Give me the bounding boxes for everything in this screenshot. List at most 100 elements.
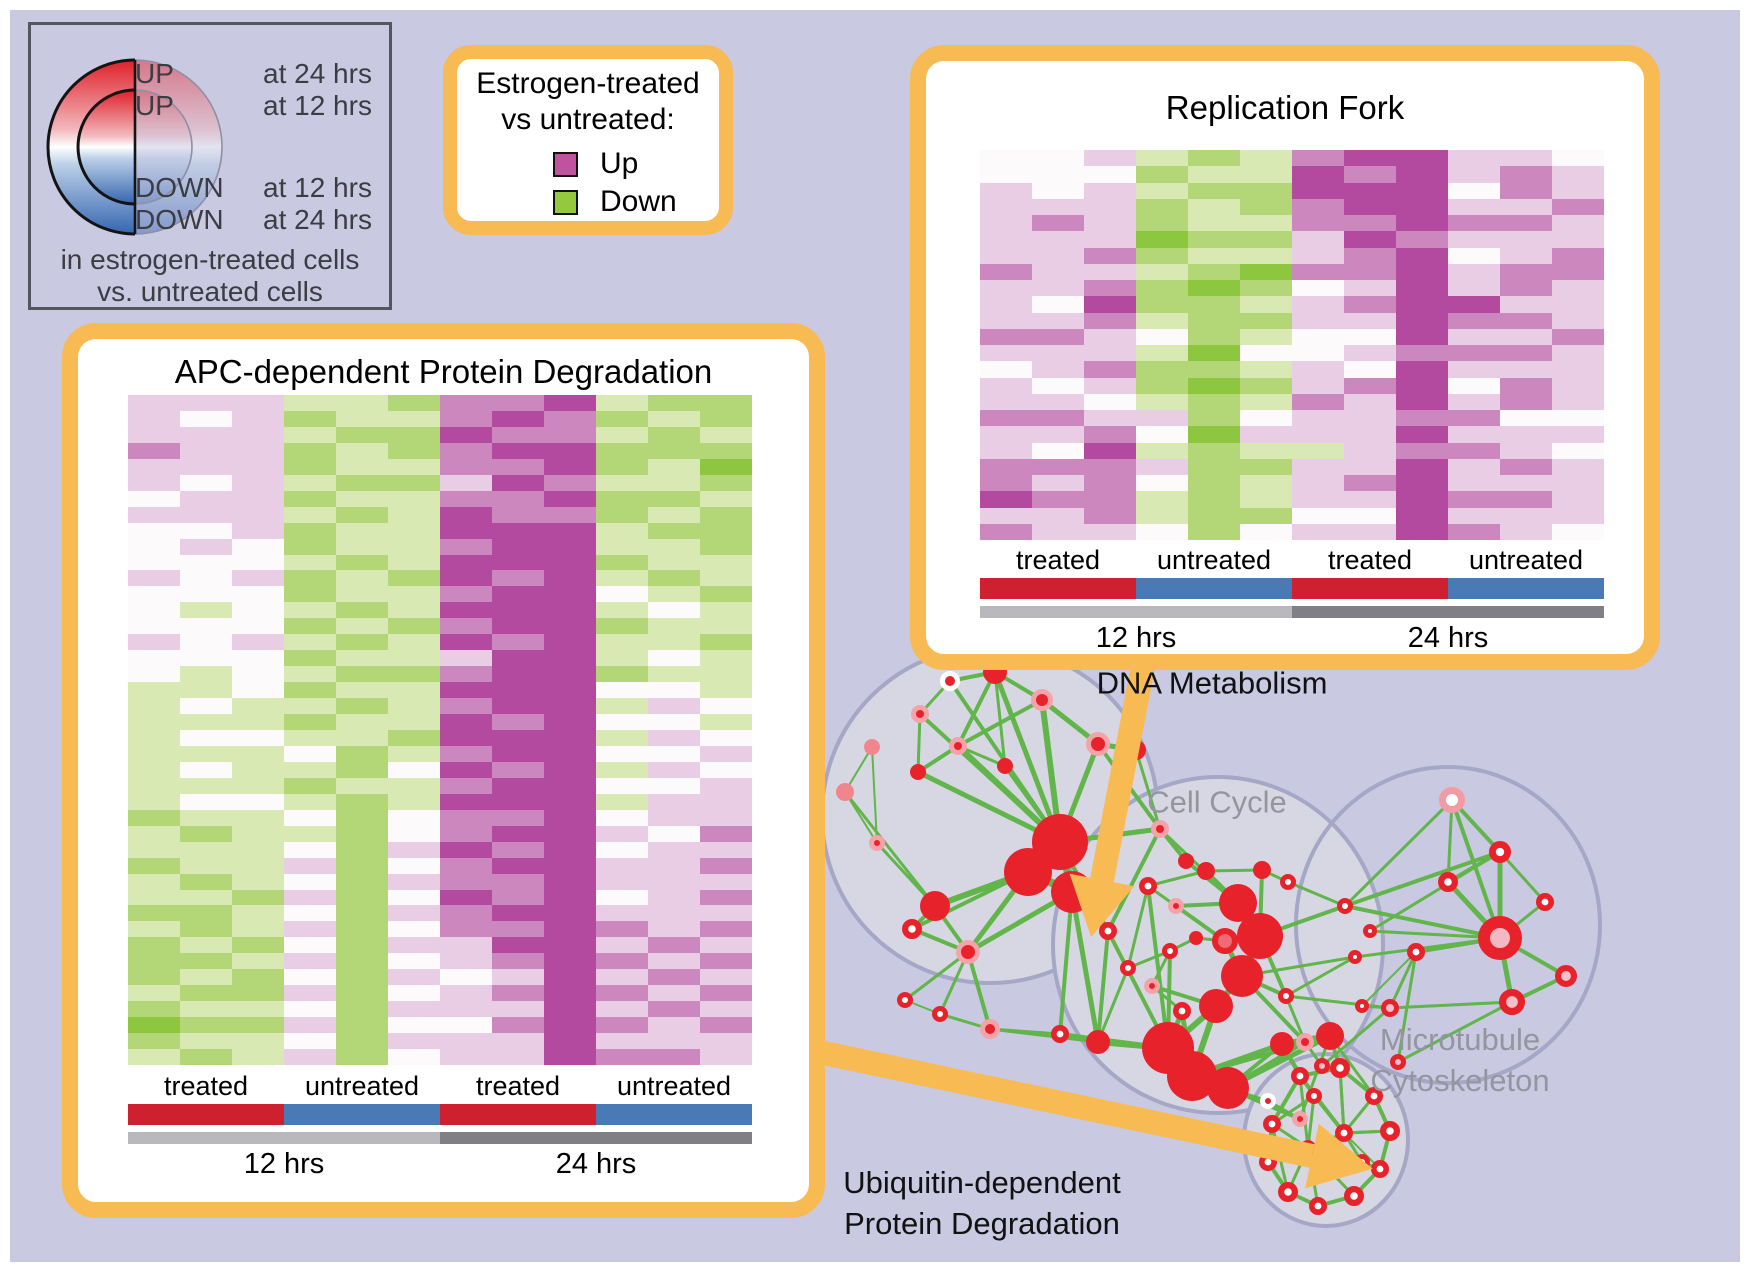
heatmap-cell xyxy=(128,634,180,651)
heatmap-cell xyxy=(180,634,232,651)
heatmap-cell xyxy=(336,698,388,715)
heatmap-cell xyxy=(980,198,1032,215)
heatmap-cell xyxy=(336,745,388,762)
heatmap-cell xyxy=(1084,182,1136,199)
heatmap-cell xyxy=(492,953,544,970)
heatmap-cell xyxy=(1396,475,1448,492)
down-color-swatch xyxy=(553,189,578,215)
heatmap-cell xyxy=(1552,475,1604,492)
heatmap-cell xyxy=(1448,215,1500,232)
heatmap-cell xyxy=(336,889,388,906)
heatmap-cell xyxy=(336,538,388,555)
heatmap-cell xyxy=(440,410,492,427)
heatmap-cell xyxy=(648,809,700,826)
heatmap-cell xyxy=(232,905,284,922)
heatmap-cell xyxy=(1448,475,1500,492)
heatmap-cell xyxy=(596,730,648,746)
heatmap-cell xyxy=(1344,523,1396,540)
group-label: treated xyxy=(1327,545,1413,575)
heatmap-cell xyxy=(388,730,440,746)
heatmap-cell xyxy=(180,1001,232,1018)
heatmap-cell xyxy=(544,698,596,715)
heatmap-cell xyxy=(284,698,336,715)
heatmap-cell xyxy=(596,857,648,874)
heatmap-cell xyxy=(336,793,388,810)
heatmap-cell xyxy=(1500,393,1552,410)
heatmap-cell xyxy=(544,458,596,475)
heatmap-cell xyxy=(128,889,180,906)
heatmap-cell xyxy=(980,523,1032,540)
heatmap-cell xyxy=(1552,182,1604,199)
heatmap-cell xyxy=(544,506,596,523)
heatmap-cell xyxy=(128,985,180,1002)
heatmap-cell xyxy=(1396,182,1448,199)
heatmap-cell xyxy=(1188,507,1240,524)
heatmap-cell xyxy=(1500,345,1552,362)
heatmap-cell xyxy=(544,745,596,762)
heatmap-cell xyxy=(980,215,1032,232)
heatmap-cell xyxy=(1396,263,1448,280)
heatmap-cell xyxy=(440,825,492,842)
heatmap-cell xyxy=(1084,475,1136,492)
heatmap-cell xyxy=(388,825,440,842)
heatmap-cell xyxy=(492,650,544,667)
heatmap-cell xyxy=(128,841,180,858)
heatmap-cell xyxy=(388,506,440,523)
heatmap-cell xyxy=(544,634,596,651)
heatmap-cell xyxy=(492,1017,544,1034)
heatmap-cell xyxy=(980,426,1032,443)
heatmap-cell xyxy=(232,490,284,507)
heatmap-cell xyxy=(232,889,284,906)
heatmap-cell xyxy=(596,650,648,667)
group-label: untreated xyxy=(304,1071,420,1101)
heatmap-cell xyxy=(648,666,700,683)
heatmap-cell xyxy=(596,570,648,587)
group-color-bar xyxy=(440,1104,596,1125)
heatmap-cell xyxy=(700,570,752,587)
heatmap-cell xyxy=(1240,491,1292,508)
heatmap-cell xyxy=(648,841,700,858)
heatmap-cell xyxy=(1292,345,1344,362)
heatmap-cell xyxy=(1240,475,1292,492)
heatmap-cell xyxy=(128,442,180,459)
legend-word: DOWN xyxy=(135,172,224,203)
heatmap-cell xyxy=(284,1017,336,1034)
heatmap-cell xyxy=(596,442,648,459)
heatmap-cell xyxy=(1448,523,1500,540)
heatmap-cell xyxy=(232,602,284,619)
heatmap-cell xyxy=(596,698,648,715)
heatmap-cell xyxy=(1240,166,1292,183)
heatmap-cell xyxy=(1084,231,1136,248)
heatmap-cell xyxy=(284,761,336,778)
heatmap-cell xyxy=(180,953,232,970)
time-label: 24 hrs xyxy=(555,1148,637,1180)
heatmap-cell xyxy=(388,682,440,699)
apc-footer: treated untreated treated untreated 12 hrs 24… xyxy=(128,1071,752,1180)
heatmap-cell xyxy=(128,730,180,746)
heatmap-cell xyxy=(544,586,596,603)
heatmap-cell xyxy=(284,953,336,970)
heatmap-cell xyxy=(648,395,700,411)
heatmap-cell xyxy=(492,554,544,571)
heatmap-cell xyxy=(1552,247,1604,264)
heatmap-cell xyxy=(648,953,700,970)
heatmap-cell xyxy=(1188,361,1240,378)
heatmap-cell xyxy=(1396,345,1448,362)
heatmap-cell xyxy=(284,905,336,922)
heatmap-cell xyxy=(980,458,1032,475)
heatmap-cell xyxy=(648,442,700,459)
heatmap-cell xyxy=(180,714,232,730)
updown-gradient-rings-icon xyxy=(46,58,223,236)
heatmap-cell xyxy=(648,793,700,810)
heatmap-cell xyxy=(284,506,336,523)
heatmap-cell xyxy=(980,296,1032,313)
heatmap-cell xyxy=(1500,377,1552,394)
heatmap-cell xyxy=(1188,491,1240,508)
heatmap-cell xyxy=(544,666,596,683)
heatmap-cell xyxy=(492,921,544,938)
heatmap-cell xyxy=(388,538,440,555)
heatmap-cell xyxy=(1344,312,1396,329)
heatmap-cell xyxy=(440,618,492,635)
heatmap-cell xyxy=(180,410,232,427)
heatmap-cell xyxy=(336,650,388,667)
